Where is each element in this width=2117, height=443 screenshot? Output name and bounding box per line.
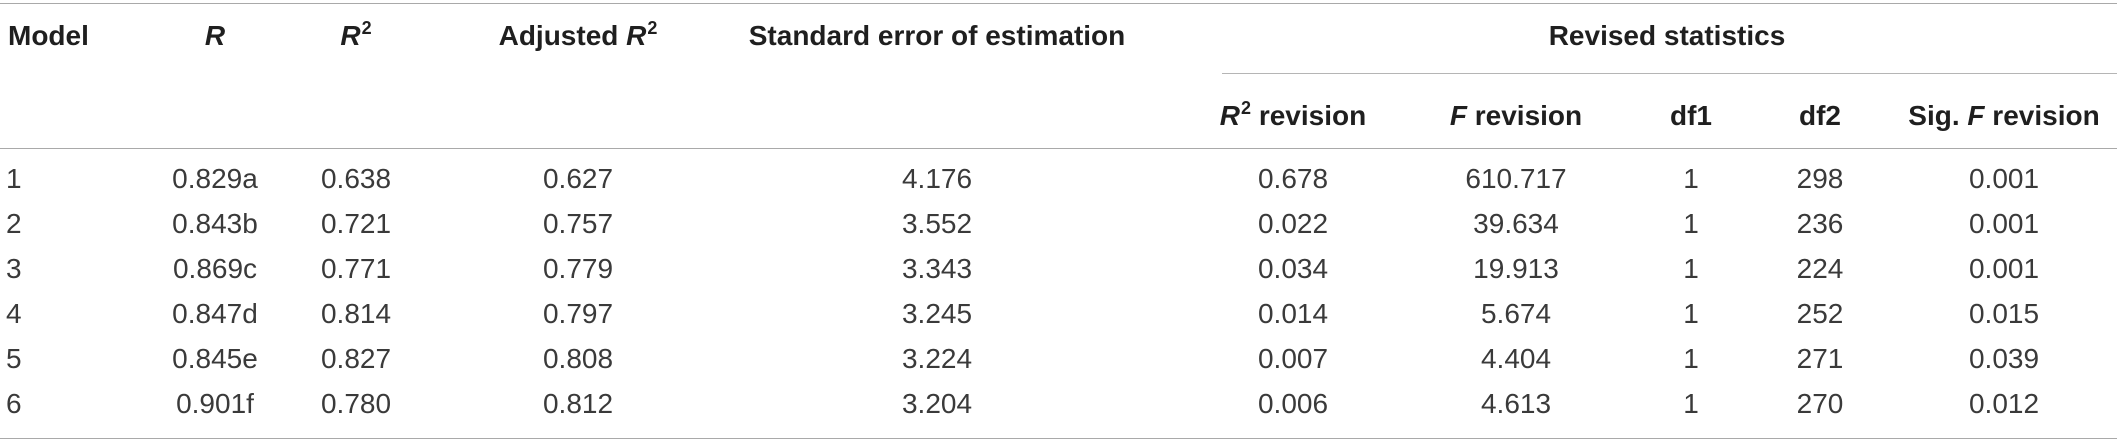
- header-r-squared-revision: R2 revision: [1219, 98, 1367, 131]
- cell-df1: 1: [1683, 298, 1699, 329]
- cell-model: 6: [6, 388, 22, 419]
- cell-standard-error: 3.204: [901, 388, 973, 419]
- header-df2: df2: [1799, 100, 1841, 131]
- table-top-rule: [0, 3, 2117, 4]
- cell-standard-error: 3.552: [901, 208, 973, 239]
- cell-sig-f-revision: 0.015: [1968, 298, 2040, 329]
- header-r: R: [204, 20, 226, 51]
- header-adjusted-r-squared: Adjusted R2: [498, 18, 658, 51]
- cell-r-squared-revision: 0.014: [1257, 298, 1329, 329]
- table-bottom-rule: [0, 438, 2117, 439]
- cell-r-squared-revision: 0.022: [1257, 208, 1329, 239]
- cell-adjusted-r-squared: 0.797: [542, 298, 614, 329]
- header-sig-f-revision: Sig. F revision: [1908, 100, 2100, 131]
- cell-r: 0.843b: [172, 208, 258, 239]
- cell-sig-f-revision: 0.012: [1968, 388, 2040, 419]
- cell-r-squared: 0.638: [320, 163, 392, 194]
- cell-adjusted-r-squared: 0.627: [542, 163, 614, 194]
- cell-adjusted-r-squared: 0.779: [542, 253, 614, 284]
- cell-r: 0.847d: [172, 298, 258, 329]
- cell-r-squared-revision: 0.678: [1257, 163, 1329, 194]
- cell-r: 0.829a: [172, 163, 258, 194]
- cell-standard-error: 4.176: [901, 163, 973, 194]
- cell-df1: 1: [1683, 208, 1699, 239]
- cell-df1: 1: [1683, 388, 1699, 419]
- cell-r-squared: 0.780: [320, 388, 392, 419]
- cell-f-revision: 19.913: [1473, 253, 1559, 284]
- header-standard-error: Standard error of estimation: [748, 20, 1126, 51]
- header-f-revision: F revision: [1449, 100, 1583, 131]
- cell-r: 0.901f: [176, 388, 254, 419]
- cell-sig-f-revision: 0.001: [1968, 253, 2040, 284]
- cell-df1: 1: [1683, 163, 1699, 194]
- cell-adjusted-r-squared: 0.808: [542, 343, 614, 374]
- header-bottom-rule: [0, 148, 2117, 149]
- cell-standard-error: 3.343: [901, 253, 973, 284]
- cell-df1: 1: [1683, 253, 1699, 284]
- cell-r: 0.869c: [172, 253, 258, 284]
- cell-f-revision: 4.404: [1480, 343, 1552, 374]
- cell-model: 5: [6, 343, 22, 374]
- cell-df2: 236: [1796, 208, 1844, 239]
- cell-df2: 252: [1796, 298, 1844, 329]
- cell-sig-f-revision: 0.001: [1968, 208, 2040, 239]
- cell-df1: 1: [1683, 343, 1699, 374]
- cell-adjusted-r-squared: 0.757: [542, 208, 614, 239]
- header-r-squared: R2: [340, 18, 372, 51]
- cell-r-squared-revision: 0.034: [1257, 253, 1329, 284]
- cell-f-revision: 610.717: [1465, 163, 1567, 194]
- header-model: Model: [8, 20, 89, 51]
- header-revised-statistics: Revised statistics: [1548, 20, 1786, 51]
- cell-df2: 224: [1796, 253, 1844, 284]
- revised-statistics-group-rule: [1222, 73, 2117, 74]
- cell-df2: 270: [1796, 388, 1844, 419]
- cell-standard-error: 3.245: [901, 298, 973, 329]
- cell-r-squared-revision: 0.007: [1257, 343, 1329, 374]
- cell-f-revision: 4.613: [1480, 388, 1552, 419]
- cell-model: 2: [6, 208, 22, 239]
- cell-sig-f-revision: 0.001: [1968, 163, 2040, 194]
- cell-r-squared: 0.771: [320, 253, 392, 284]
- cell-standard-error: 3.224: [901, 343, 973, 374]
- cell-r-squared: 0.721: [320, 208, 392, 239]
- cell-f-revision: 5.674: [1480, 298, 1552, 329]
- cell-model: 1: [6, 163, 22, 194]
- cell-r-squared: 0.827: [320, 343, 392, 374]
- cell-r: 0.845e: [172, 343, 258, 374]
- cell-df2: 271: [1796, 343, 1844, 374]
- cell-df2: 298: [1796, 163, 1844, 194]
- cell-sig-f-revision: 0.039: [1968, 343, 2040, 374]
- cell-model: 4: [6, 298, 22, 329]
- cell-model: 3: [6, 253, 22, 284]
- cell-f-revision: 39.634: [1473, 208, 1559, 239]
- header-df1: df1: [1670, 100, 1712, 131]
- cell-r-squared-revision: 0.006: [1257, 388, 1329, 419]
- cell-r-squared: 0.814: [320, 298, 392, 329]
- cell-adjusted-r-squared: 0.812: [542, 388, 614, 419]
